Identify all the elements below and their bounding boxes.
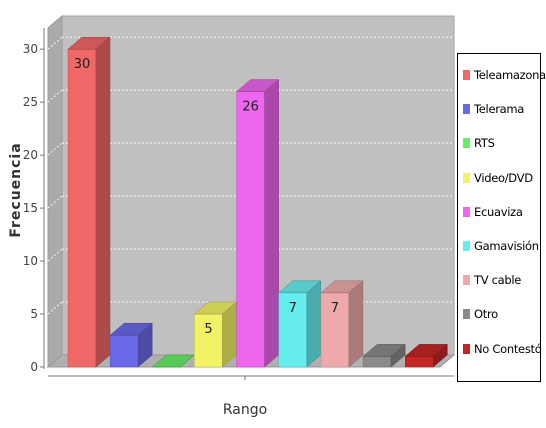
legend-swatch	[463, 275, 470, 286]
y-tick-label: 10	[23, 254, 38, 268]
bar-front	[194, 313, 223, 368]
bar-value-label: 5	[204, 322, 212, 337]
y-tick-label: 25	[23, 95, 38, 109]
bar: 26	[235, 79, 280, 368]
legend-item: RTS	[463, 135, 495, 151]
bar-value-label: 26	[242, 100, 259, 115]
bar: 30	[67, 36, 111, 368]
bar	[362, 343, 406, 368]
bar-side	[348, 280, 364, 368]
legend-label: Teleamazonas	[474, 68, 546, 82]
bar-top	[67, 36, 111, 50]
y-tick-label: 5	[30, 307, 38, 321]
legend-item: Telerama	[463, 101, 524, 117]
legend-item: Teleamazonas	[463, 67, 546, 83]
bar-side	[95, 36, 111, 368]
bar-value-label: 7	[289, 301, 297, 316]
bar-top	[320, 280, 364, 294]
bar-front	[320, 292, 350, 368]
x-axis-label: Rango	[223, 402, 267, 418]
bar	[109, 322, 153, 368]
gridline	[47, 301, 63, 315]
legend-item: TV cable	[463, 272, 521, 288]
legend-swatch	[463, 309, 470, 320]
y-tick-label: 15	[23, 201, 38, 215]
legend-label: Video/DVD	[474, 170, 533, 185]
bar: 7	[278, 280, 322, 368]
legend-swatch	[463, 172, 470, 183]
y-axis: 0 5 10 15 20 25 30	[23, 28, 45, 374]
gridline	[47, 89, 63, 103]
legend-swatch	[463, 70, 470, 80]
bar-side	[264, 79, 279, 368]
legend-item: Ecuaviza	[463, 204, 523, 220]
bar-front	[67, 48, 97, 368]
legend-swatch	[463, 343, 470, 354]
bar-front	[362, 356, 392, 368]
legend-label: Gamavisión	[474, 239, 539, 253]
gridline	[47, 248, 63, 262]
bar	[404, 343, 448, 368]
bar: 5	[193, 301, 238, 368]
bar-front	[109, 334, 139, 368]
legend-label: TV cable	[474, 273, 522, 288]
legend-item: Otro	[463, 306, 498, 322]
legend-label: No Contestó	[474, 341, 542, 356]
legend-label: Telerama	[474, 102, 525, 117]
bars: 30 5 26 7 7	[67, 36, 448, 368]
bar-front	[404, 356, 434, 368]
bar-front	[236, 91, 265, 368]
bar-top	[278, 280, 322, 294]
bar: 7	[320, 280, 364, 368]
gridline	[47, 36, 63, 50]
bar-side	[306, 280, 322, 368]
y-tick-label: 0	[30, 360, 38, 374]
y-axis-label: Frecuencia	[8, 142, 24, 237]
legend-swatch	[463, 241, 470, 251]
bar-value-label: 7	[331, 301, 339, 316]
legend-item: Gamavisión	[463, 238, 539, 254]
y-tick-label: 30	[23, 42, 38, 56]
bar-front	[278, 292, 308, 368]
gridline	[47, 195, 63, 209]
bar-top	[362, 344, 406, 357]
bar-top	[235, 79, 280, 92]
bar-top	[404, 344, 448, 357]
legend-label: Otro	[474, 307, 498, 322]
y-tick-label: 20	[23, 148, 38, 162]
legend-swatch	[463, 206, 470, 217]
legend: Teleamazonas Telerama RTS Video/DVD Ecuaviza…	[457, 53, 546, 382]
bar-value-label: 30	[74, 57, 91, 72]
legend-item: No Contestó	[463, 341, 542, 357]
side-wall	[47, 14, 63, 369]
legend-label: Ecuaviza	[474, 204, 523, 219]
legend-label: RTS	[474, 136, 495, 151]
bar-top	[109, 322, 153, 336]
legend-swatch	[463, 104, 470, 115]
legend-item: Video/DVD	[463, 170, 533, 186]
legend-swatch	[463, 138, 470, 149]
x-axis	[48, 375, 454, 380]
gridline	[47, 142, 63, 156]
